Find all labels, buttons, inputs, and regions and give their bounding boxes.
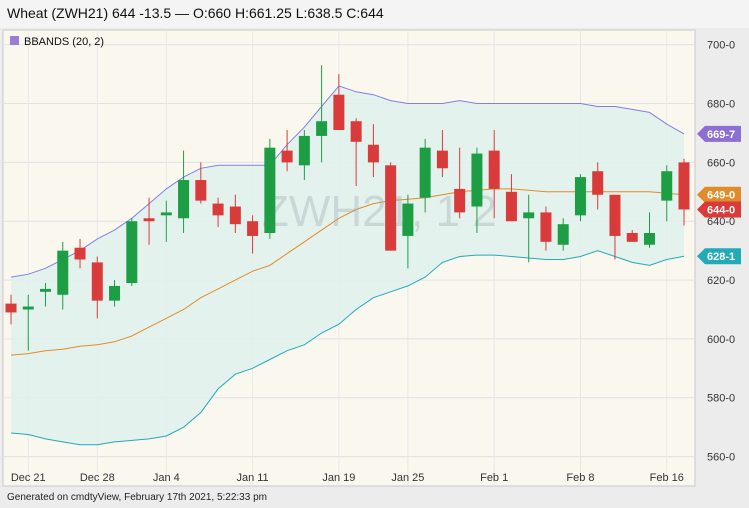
y-tick-label: 660-0 <box>707 157 735 169</box>
y-tick-label: 620-0 <box>707 275 735 287</box>
candle-body <box>298 135 310 166</box>
lower-band-line <box>10 250 685 446</box>
bollinger-bands <box>10 85 685 446</box>
candle-body <box>22 306 34 310</box>
candle-body <box>661 171 673 201</box>
candle-body <box>419 147 431 198</box>
legend[interactable]: BBANDS (20, 2) <box>10 36 104 48</box>
x-axis: Dec 21 Dec 28 Jan 4 Jan 11 Jan 19 Jan 25 Feb 1… <box>11 472 684 484</box>
y-tick-label: 560-0 <box>707 452 735 464</box>
candle-body <box>333 94 345 131</box>
legend-label: BBANDS (20, 2) <box>24 36 104 48</box>
x-tick-label: Feb 1 <box>480 472 508 484</box>
price-tag-label: 644-0 <box>707 204 735 216</box>
candle-body <box>40 288 52 292</box>
candle-body <box>626 232 638 242</box>
candle-body <box>57 250 69 295</box>
candle-body <box>385 165 397 251</box>
y-tick-label: 600-0 <box>707 334 735 346</box>
y-axis: 560-0 580-0 600-0 620-0 640-0 660-0 680-0 700-0 <box>707 40 735 464</box>
candle-body <box>540 212 552 242</box>
candle-body <box>91 262 103 301</box>
x-tick-label: Jan 11 <box>236 472 268 484</box>
candle-body <box>454 188 466 213</box>
x-tick-label: Jan 4 <box>153 472 180 484</box>
middle-band-line <box>10 188 685 356</box>
candle-body <box>143 218 155 222</box>
band-fill <box>11 85 684 445</box>
price-tag-label: 649-0 <box>707 190 735 202</box>
y-tick-label: 700-0 <box>707 40 735 52</box>
price-tag <box>697 186 741 203</box>
candle-body <box>678 162 690 210</box>
chart-title: Wheat (ZWH21) 644 -13.5 — O:660 H:661.25… <box>7 5 384 21</box>
candlestick-chart[interactable]: ZWH21, 1 2 560-0580-0600-0620-0640-0660-… <box>0 28 749 490</box>
candles <box>5 65 690 351</box>
chart-header: Wheat (ZWH21) 644 -13.5 — O:660 H:661.25… <box>0 0 749 28</box>
candle-body <box>367 144 379 163</box>
y-tick-label: 580-0 <box>707 393 735 405</box>
candle-body <box>178 180 190 219</box>
candle-body <box>316 121 328 136</box>
y-tick-label: 640-0 <box>707 216 735 228</box>
price-tag <box>697 125 741 142</box>
candle-body <box>195 180 207 201</box>
upper-band-line <box>10 85 685 278</box>
candle-body <box>436 150 448 169</box>
candle-body <box>557 224 569 245</box>
candle-body <box>523 212 535 219</box>
x-tick-label: Dec 21 <box>11 472 46 484</box>
y-tick-label: 680-0 <box>707 99 735 111</box>
candle-body <box>281 150 293 163</box>
x-tick-label: Feb 16 <box>650 472 684 484</box>
candle-body <box>574 177 586 216</box>
price-tag <box>697 248 741 265</box>
candle-body <box>505 191 517 222</box>
price-tag <box>697 201 741 218</box>
candle-body <box>247 221 259 236</box>
footer-note: Generated on cmdtyView, February 17th 20… <box>7 492 267 503</box>
candle-body <box>74 247 86 260</box>
candle-body <box>592 171 604 195</box>
candle-body <box>402 203 414 236</box>
candle-body <box>212 203 224 216</box>
candle-body <box>264 147 276 233</box>
candle-body <box>471 153 483 207</box>
candle-body <box>609 194 621 236</box>
candle-body <box>643 232 655 245</box>
x-tick-label: Jan 25 <box>391 472 424 484</box>
x-tick-label: Dec 28 <box>80 472 115 484</box>
candle-body <box>488 150 500 189</box>
candle-body <box>109 285 121 301</box>
price-tag-label: 669-7 <box>707 129 735 141</box>
legend-swatch <box>10 36 19 45</box>
candle-body <box>160 212 172 216</box>
candle-body <box>5 303 17 313</box>
candle-body <box>350 121 362 142</box>
price-tags: 669-7 649-0 644-0 628-1 <box>697 125 741 265</box>
candle-body <box>126 221 138 284</box>
x-tick-label: Feb 8 <box>566 472 594 484</box>
x-tick-label: Jan 19 <box>322 472 355 484</box>
price-tag-label: 628-1 <box>707 251 735 263</box>
candle-body <box>229 206 241 225</box>
